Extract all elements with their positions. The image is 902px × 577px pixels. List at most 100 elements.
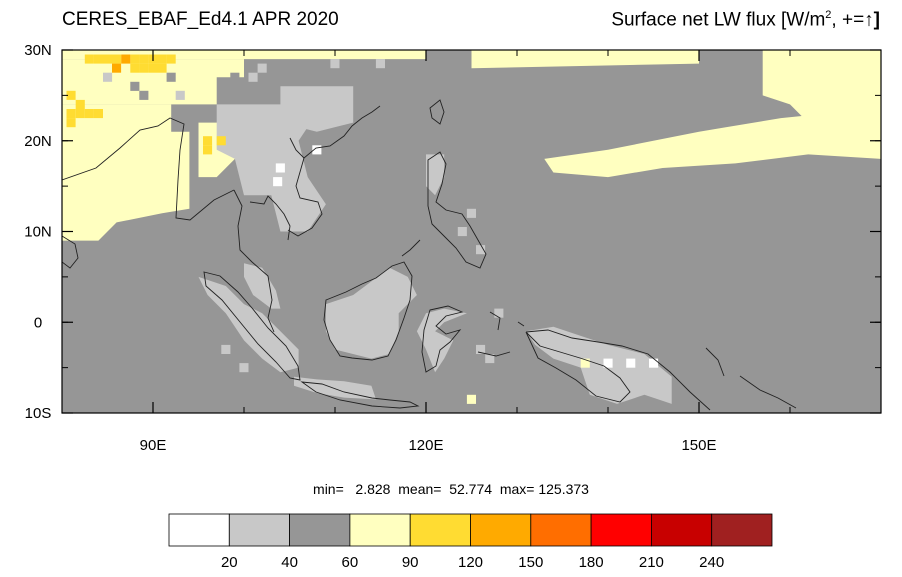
grid-cell xyxy=(121,54,131,64)
grid-cell xyxy=(84,54,94,64)
grid-cell xyxy=(139,90,149,100)
y-tick-label: 10S xyxy=(25,405,52,422)
grid-cell xyxy=(103,72,113,82)
grid-cell xyxy=(466,208,476,218)
indochina-coastline xyxy=(233,105,381,333)
philippines-coastline xyxy=(401,151,487,269)
grid-cell xyxy=(494,308,504,318)
y-tick-label: 20N xyxy=(24,133,52,150)
colorbar: 20 40 60 90 120 150 180 210 240 xyxy=(168,513,773,571)
region-central-pacific-band xyxy=(544,104,881,178)
grid-cell xyxy=(330,59,340,69)
grid-cell xyxy=(66,109,76,119)
java-coastline xyxy=(300,381,420,409)
colorbar-swatch xyxy=(530,513,592,547)
x-axis-ticks: 90E 120E 150E xyxy=(61,50,882,454)
grid-cell xyxy=(216,136,226,146)
region-indochina-grey xyxy=(216,95,326,232)
region-indian-subcontinent xyxy=(62,104,190,241)
grid-cell xyxy=(75,109,85,119)
grid-cell xyxy=(221,344,231,354)
units-text: Surface net LW flux [W/m xyxy=(611,9,826,31)
grid-cell xyxy=(485,354,495,364)
colorbar-label: 90 xyxy=(402,554,419,571)
grid-cell xyxy=(139,63,149,73)
colorbar-swatch xyxy=(590,513,652,547)
grid-cell xyxy=(457,227,467,237)
colorbar-swatch xyxy=(228,513,291,547)
grid-cell xyxy=(239,363,249,373)
grid-cell xyxy=(649,358,659,368)
grid-cell xyxy=(130,81,140,91)
grid-cell xyxy=(375,59,385,69)
grid-cell xyxy=(476,344,486,354)
colorbar-swatch xyxy=(168,513,230,547)
grid-cell xyxy=(476,245,486,255)
taiwan-coastline xyxy=(429,99,445,125)
colorbar-swatch xyxy=(289,513,351,547)
grid-cell xyxy=(257,63,267,73)
coastlines xyxy=(62,99,797,411)
grid-cell xyxy=(203,136,213,146)
region-ne-pacific xyxy=(762,50,881,159)
colorbar-label: 40 xyxy=(281,554,298,571)
region-philippines xyxy=(426,154,445,196)
units-sign-text: , += xyxy=(831,9,865,31)
grid-cell xyxy=(93,54,103,64)
region-south-china-coast xyxy=(280,86,354,132)
plot-title-right: Surface net LW flux [W/m2, +=↑] xyxy=(611,9,880,31)
units-close-bracket: ] xyxy=(873,9,880,31)
grid-cell xyxy=(157,63,167,73)
grid-cell xyxy=(66,90,76,100)
grid-cell xyxy=(93,109,103,119)
grid-cell xyxy=(139,54,149,64)
grid-cell xyxy=(148,63,158,73)
y-axis-ticks: 30N 20N 10N 0 10S xyxy=(24,42,881,422)
pacific-islands-coastline xyxy=(477,311,797,409)
colorbar-label: 240 xyxy=(699,554,724,571)
x-tick-label: 90E xyxy=(140,437,167,454)
region-tibet-north xyxy=(62,59,244,105)
grid-cell xyxy=(312,145,322,155)
sumatra-coastline xyxy=(203,271,301,381)
upward-arrow-icon: ↑ xyxy=(864,9,874,31)
plot-title-left: CERES_EBAF_Ed4.1 APR 2020 xyxy=(62,9,339,30)
grid-cell xyxy=(66,118,76,128)
region-nw-pacific-band xyxy=(471,50,699,69)
grid-cell xyxy=(166,72,176,82)
statistics-line: min= 2.828 mean= 52.774 max= 125.373 xyxy=(313,481,589,497)
grid-cell xyxy=(166,54,176,64)
colorbar-label: 60 xyxy=(342,554,359,571)
india-coastline xyxy=(62,235,79,269)
grid-cell xyxy=(75,99,85,109)
grid-cell xyxy=(193,109,203,119)
x-tick-label: 120E xyxy=(408,437,443,454)
colorbar-label: 180 xyxy=(579,554,604,571)
colorbar-swatch xyxy=(651,513,713,547)
region-java xyxy=(294,376,376,400)
grid-cell xyxy=(130,63,140,73)
colorbar-label: 120 xyxy=(458,554,483,571)
bay-of-bengal-coastline xyxy=(62,117,235,221)
grid-cell xyxy=(157,54,167,64)
grid-cell xyxy=(130,54,140,64)
region-new-guinea xyxy=(526,326,672,404)
colorbar-swatch xyxy=(711,513,773,547)
x-tick-label: 150E xyxy=(681,437,716,454)
grid-cell xyxy=(626,358,636,368)
grid-cell xyxy=(466,394,476,404)
colorbar-swatch xyxy=(470,513,532,547)
y-tick-label: 10N xyxy=(24,224,52,241)
colorbar-label: 210 xyxy=(639,554,664,571)
grid-cell xyxy=(112,63,122,73)
grid-cell xyxy=(230,72,240,82)
y-tick-label: 30N xyxy=(24,42,52,59)
grid-cell xyxy=(203,145,213,155)
grid-cell xyxy=(84,109,94,119)
region-sulawesi xyxy=(416,308,467,373)
sulawesi-coastline xyxy=(421,305,464,373)
colorbar-label: 150 xyxy=(518,554,543,571)
colorbar-label: 20 xyxy=(221,554,238,571)
region-sumatra xyxy=(198,276,299,373)
